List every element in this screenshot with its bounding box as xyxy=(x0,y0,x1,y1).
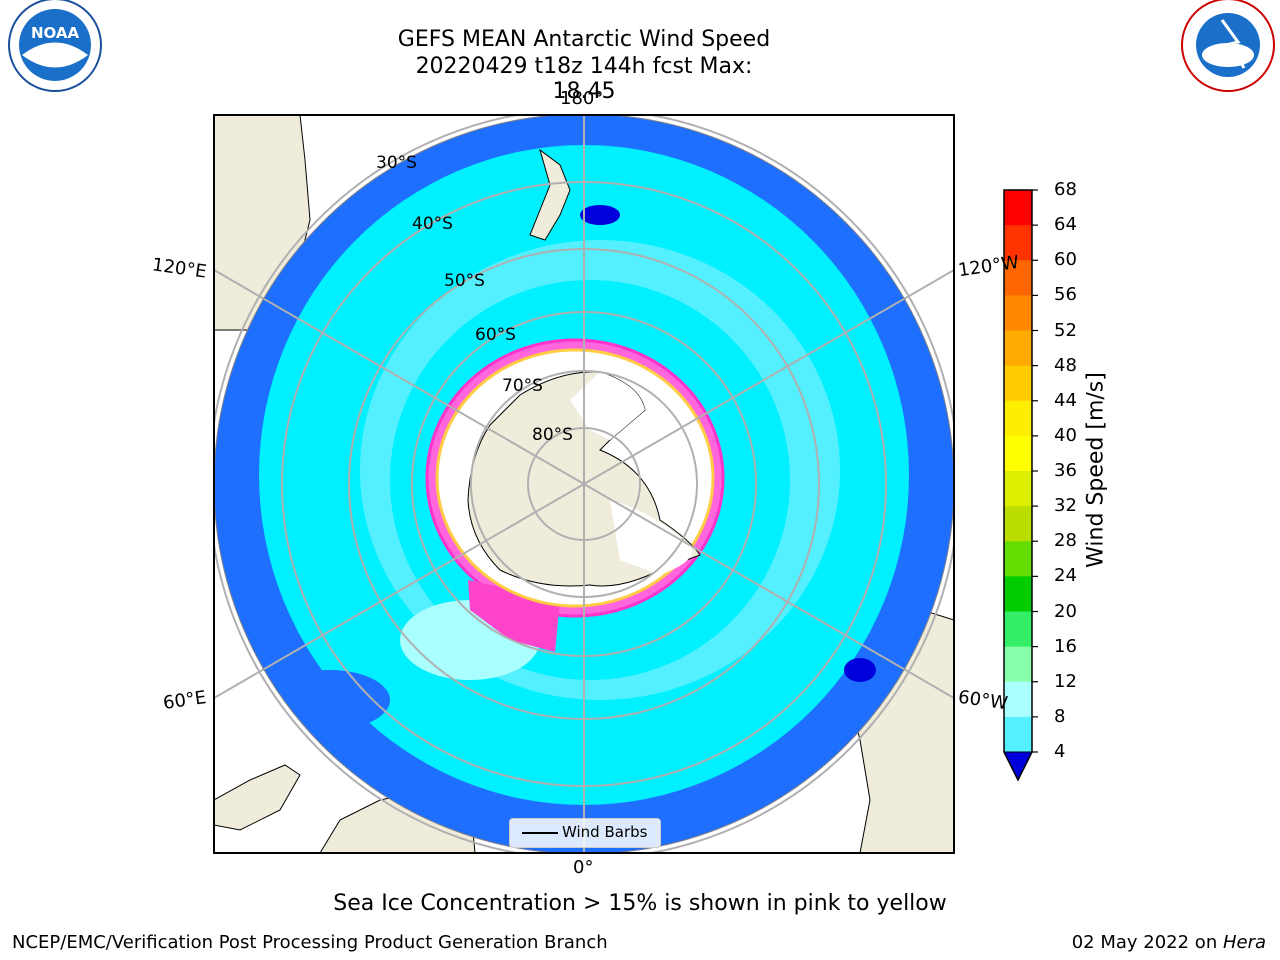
colorbar-segment xyxy=(1004,471,1032,507)
chart-subtitle: 20220429 t18z 144h fcst Max: 18.45 xyxy=(415,54,753,104)
colorbar-tick-label: 36 xyxy=(1054,460,1077,481)
colorbar-segment xyxy=(1004,260,1032,296)
colorbar-segment xyxy=(1004,365,1032,402)
lat-label-30s: 30°S xyxy=(376,153,417,173)
colorbar-tick-label: 48 xyxy=(1054,354,1077,376)
chart-title: GEFS MEAN Antarctic Wind Speed xyxy=(397,27,771,52)
colorbar-tick-label: 20 xyxy=(1054,600,1077,622)
colorbar-segment xyxy=(1004,295,1032,331)
noaa-logo-text: NOAA xyxy=(31,24,80,42)
colorbar-tick-label: 60 xyxy=(1054,249,1077,271)
lat-label-60s: 60°S xyxy=(475,325,516,345)
colorbar-tick-label: 12 xyxy=(1054,670,1077,692)
colorbar-segment xyxy=(1004,506,1032,542)
madagascar-land xyxy=(214,764,301,831)
colorbar-tick-label: 40 xyxy=(1054,424,1077,446)
colorbar-tick-label: 68 xyxy=(1054,179,1077,200)
colorbar-segment xyxy=(1004,400,1032,437)
colorbar-segment xyxy=(1004,541,1032,577)
lon-label-180: 180° xyxy=(560,88,604,109)
colorbar-segment xyxy=(1004,611,1032,648)
colorbar-tick-label: 16 xyxy=(1054,635,1077,657)
colorbar-segment xyxy=(1004,190,1032,226)
colorbar-tick-label: 52 xyxy=(1054,319,1077,341)
colorbar-frame xyxy=(1003,189,1033,782)
colorbar-segment xyxy=(1004,330,1032,367)
noaa-logo: NOAA xyxy=(8,0,102,92)
sea-ice-caption: Sea Ice Concentration > 15% is shown in … xyxy=(333,891,947,916)
lat-label-80s: 80°S xyxy=(532,425,573,445)
colorbar-tick-label: 44 xyxy=(1054,389,1077,411)
nws-logo xyxy=(1181,0,1275,92)
lon-label-0: 0° xyxy=(573,857,594,878)
lat-label-70s: 70°S xyxy=(502,376,543,396)
colorbar-segment xyxy=(1004,576,1032,612)
colorbar-tick-label: 24 xyxy=(1054,565,1077,587)
colorbar-tick-label: 56 xyxy=(1054,284,1077,306)
colorbar-tick-label: 64 xyxy=(1054,214,1077,236)
colorbar xyxy=(1003,189,1038,782)
colorbar-title: Wind Speed [m/s] xyxy=(1083,372,1109,568)
footer-branch: NCEP/EMC/Verification Post Processing Pr… xyxy=(12,932,608,953)
map-legend: Wind Barbs xyxy=(509,818,661,848)
footer-date: 02 May 2022 on Hera xyxy=(1072,932,1266,953)
lat-label-50s: 50°S xyxy=(444,271,485,291)
colorbar-tick-label: 28 xyxy=(1054,530,1077,552)
new-zealand-land xyxy=(529,148,571,241)
colorbar-segment xyxy=(1004,225,1032,261)
footer-date-text: 02 May 2022 on xyxy=(1071,932,1223,953)
colorbar-extend-triangle xyxy=(1003,751,1033,782)
colorbar-segment xyxy=(1004,646,1032,683)
colorbar-segment xyxy=(1004,681,1032,718)
colorbar-tick-label: 4 xyxy=(1054,741,1066,762)
wind-barb-legend-label: Wind Barbs xyxy=(562,823,648,841)
footer-host: Hera xyxy=(1222,932,1266,953)
lat-label-40s: 40°S xyxy=(412,214,453,234)
colorbar-tick-label: 8 xyxy=(1054,705,1066,727)
colorbar-tick-label: 32 xyxy=(1054,495,1077,517)
colorbar-segment xyxy=(1004,716,1032,753)
wind-barb-legend-line xyxy=(522,832,558,834)
colorbar-segment xyxy=(1004,435,1032,472)
